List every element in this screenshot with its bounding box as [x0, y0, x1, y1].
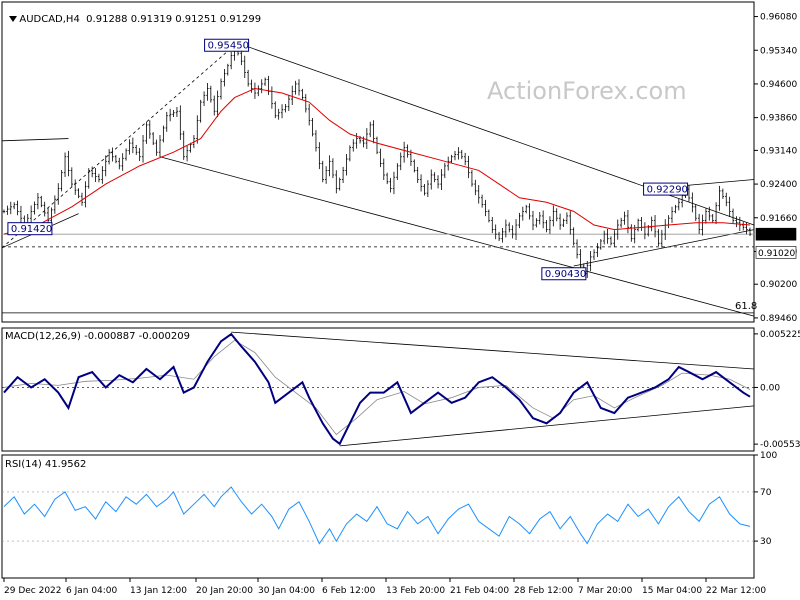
- macd-y-tick-label: 0.005225: [760, 330, 800, 340]
- x-tick-label: 20 Jan 20:00: [196, 586, 253, 596]
- range-top-line: [1, 138, 69, 142]
- rsi-y-tick-label: 100: [760, 451, 777, 461]
- support-price-tag-box: [755, 246, 797, 259]
- x-tick-label: 7 Mar 20:00: [578, 586, 633, 596]
- price-bars: [2, 40, 752, 279]
- price-label: 0.91420: [7, 222, 53, 236]
- rsi-header: RSI(14) 41.9562: [5, 459, 87, 470]
- lower-channel-line: [159, 156, 755, 317]
- price-label-box: [541, 267, 587, 281]
- x-tick-label: 29 Dec 2022: [4, 586, 62, 596]
- x-tick-label: 6 Jan 04:00: [66, 586, 118, 596]
- price-label-text: 0.92290: [647, 185, 688, 196]
- panel-frame-3: [1, 454, 755, 579]
- watermark: ActionForex.com: [487, 77, 687, 105]
- current-price-tag-box: [755, 227, 797, 241]
- x-tick-label: 15 Mar 04:00: [642, 586, 702, 596]
- macd-signal-line: [3, 339, 751, 436]
- x-tick-label: 21 Feb 04:00: [450, 586, 509, 596]
- y-tick-label: 0.92400: [760, 180, 797, 190]
- rising-trend-line: [1, 44, 235, 249]
- y-tick-label: 0.93140: [760, 146, 797, 156]
- macd-y-tick-label: 0.00: [760, 383, 780, 393]
- rsi-line: [3, 486, 751, 545]
- panel-frame-2: [1, 327, 755, 452]
- x-tick-label: 22 Mar 12:00: [706, 586, 766, 596]
- x-tick-label: 13 Jan 12:00: [130, 586, 187, 596]
- y-tick-label: 0.93860: [760, 114, 797, 124]
- support-price-tag: 0.91020: [758, 249, 795, 259]
- price-label-box: [7, 222, 53, 236]
- fib-label: 61.8: [735, 301, 757, 312]
- price-label-text: 0.90430: [545, 269, 586, 280]
- price-label-text: 0.91420: [11, 224, 52, 235]
- macd-header: MACD(12,26,9) -0.000887 -0.000209: [5, 331, 190, 342]
- panel-frame-1: [1, 1, 755, 323]
- y-tick-label: 0.89460: [760, 314, 797, 324]
- x-tick-label: 28 Feb 12:00: [514, 586, 573, 596]
- macd-y-tick-label: -0.00553: [760, 440, 800, 450]
- x-tick-label: 13 Feb 20:00: [386, 586, 445, 596]
- price-label-box: [643, 182, 689, 196]
- price-label: 0.90430: [541, 267, 587, 281]
- price-label-text: 0.95450: [208, 41, 249, 52]
- x-tick-label: 30 Jan 04:00: [258, 586, 315, 596]
- y-tick-label: 0.90200: [760, 280, 797, 290]
- rising-channel-lower: [573, 229, 755, 267]
- x-tick-label: 6 Feb 12:00: [322, 586, 376, 596]
- price-label-box: [204, 38, 250, 52]
- rising-channel-upper: [675, 179, 755, 187]
- price-label: 0.95450: [204, 38, 250, 52]
- current-price-tag: 0.91299: [758, 231, 795, 241]
- rsi-y-tick-label: 70: [760, 488, 772, 498]
- y-tick-label: 0.91660: [760, 214, 797, 224]
- macd-line: [3, 332, 751, 446]
- main-chart-header: AUDCAD,H4 0.91288 0.91319 0.91251 0.9129…: [3, 3, 261, 25]
- y-tick-label: 0.95340: [760, 46, 797, 56]
- moving-average-line: [3, 87, 751, 235]
- y-tick-label: 0.94600: [760, 80, 797, 90]
- macd-upper-trend-line: [231, 331, 755, 370]
- macd-lower-trend-line: [339, 405, 755, 447]
- rsi-y-tick-label: 30: [760, 537, 772, 547]
- ohlc-values: 0.91288 0.91319 0.91251 0.91299: [86, 14, 262, 25]
- dropdown-arrow-icon: [9, 16, 18, 22]
- price-label: 0.92290: [643, 182, 689, 196]
- y-tick-label: 0.96080: [760, 13, 797, 23]
- symbol-label: AUDCAD,H4: [19, 14, 80, 25]
